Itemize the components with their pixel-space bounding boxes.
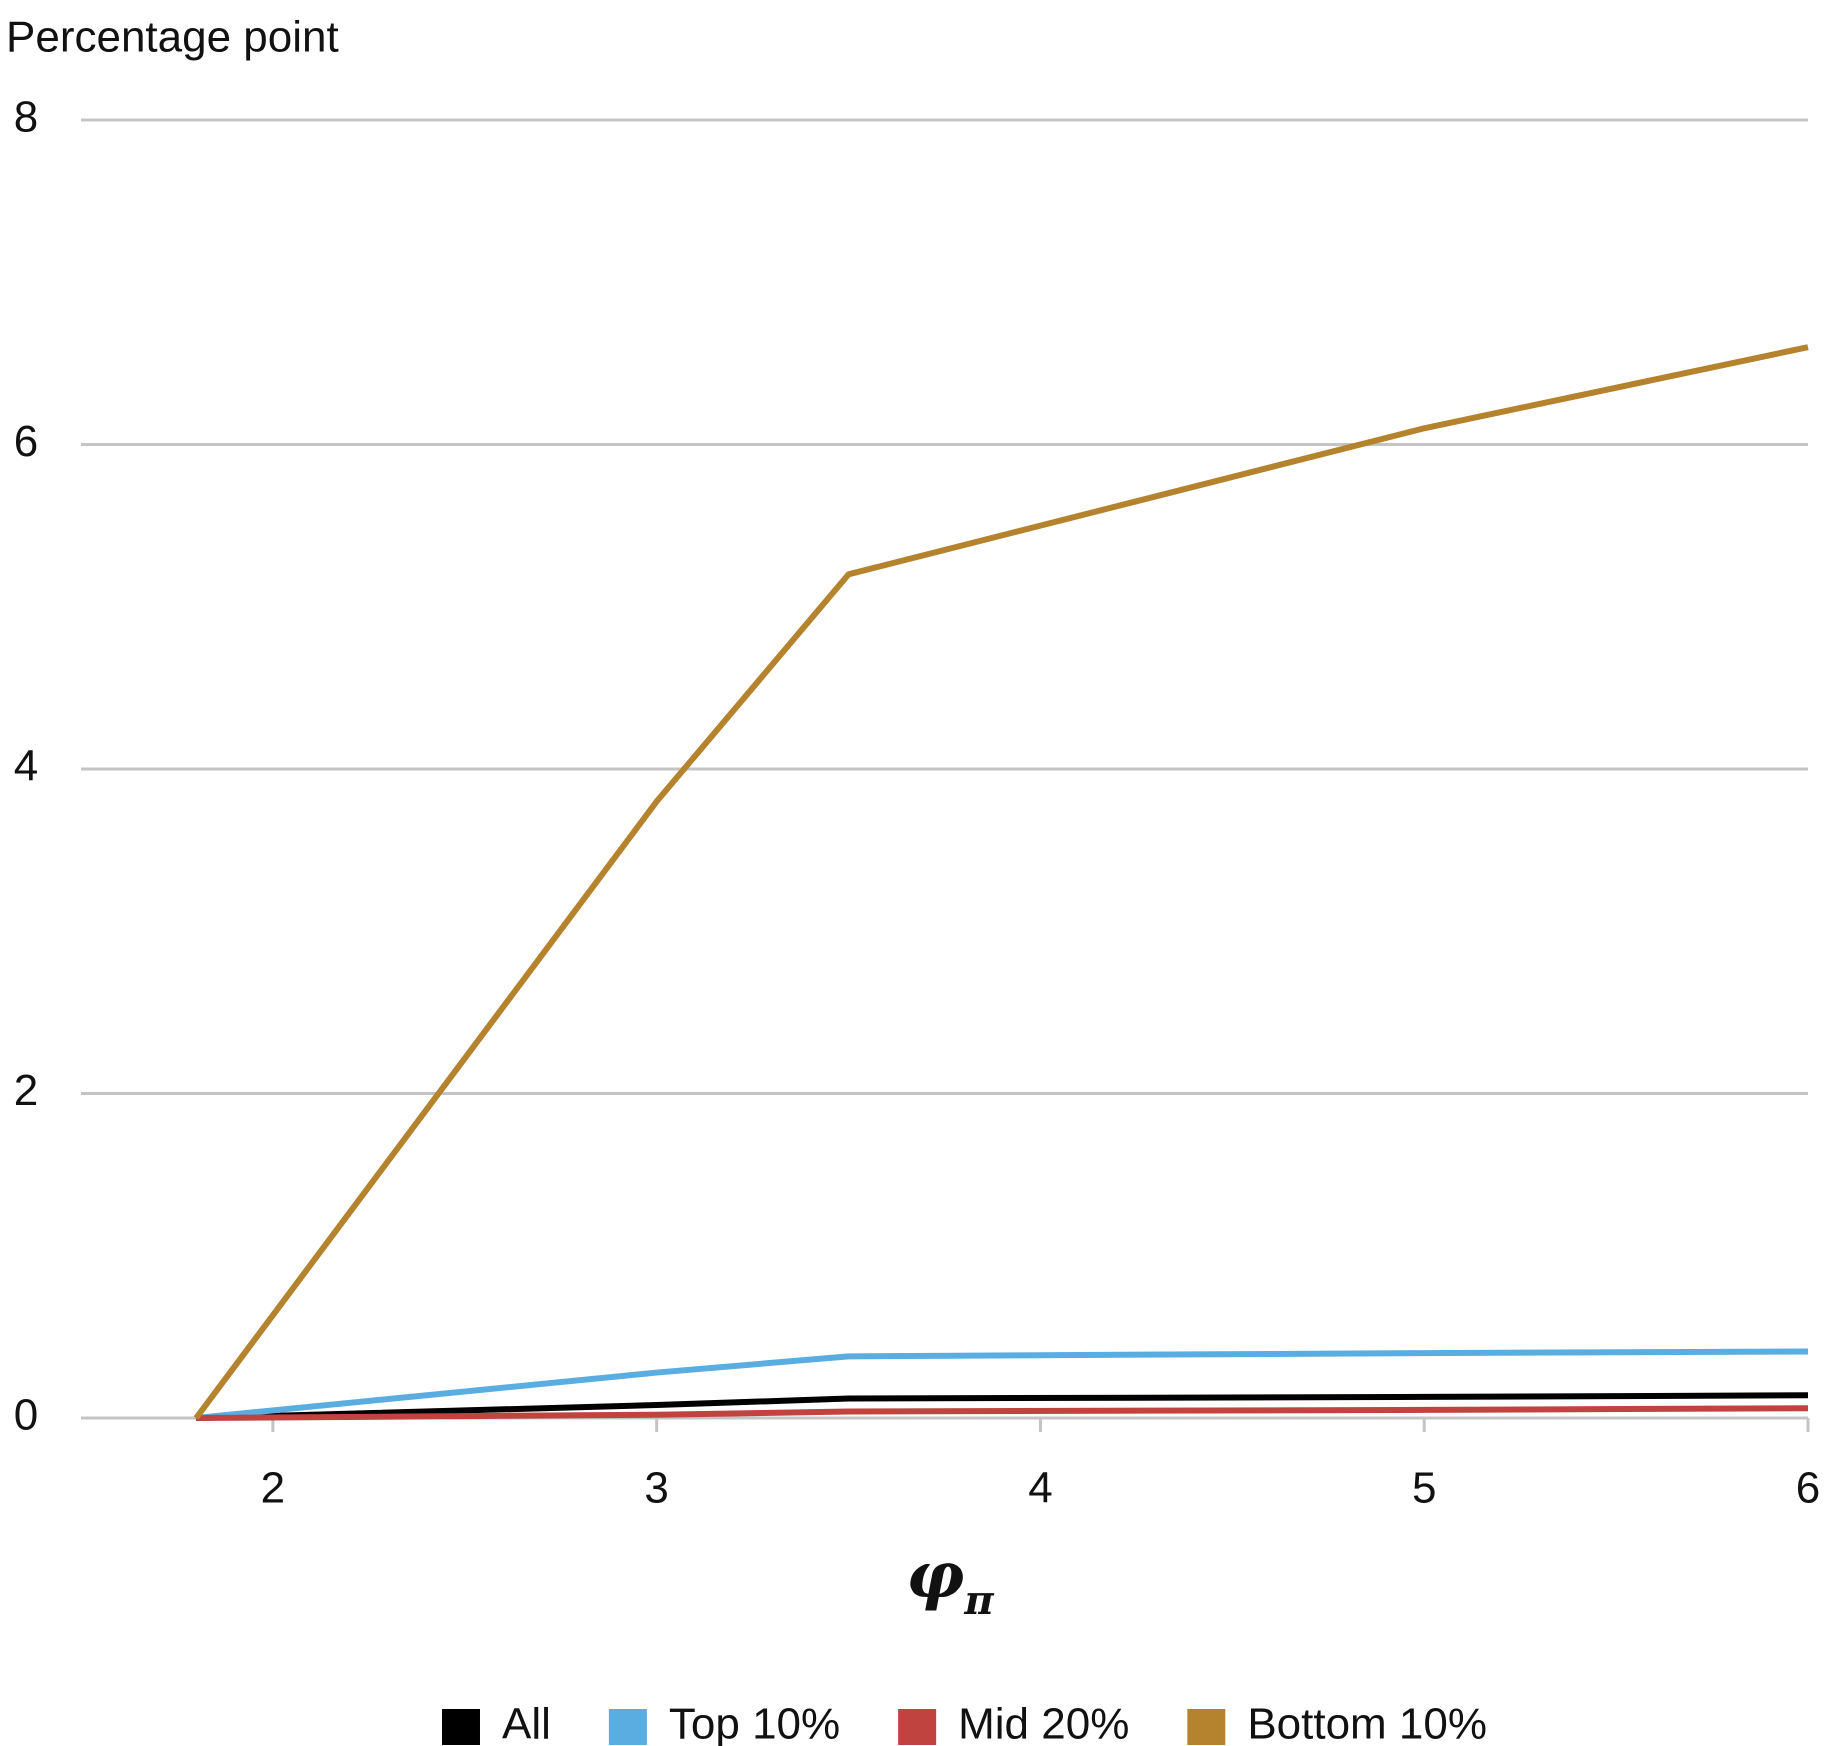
x-axis-subscript: π	[963, 1577, 994, 1624]
x-tick-label: 5	[1412, 1464, 1436, 1513]
y-tick-label: 0	[14, 1391, 38, 1440]
y-tick-label: 6	[14, 417, 38, 466]
x-tick-label: 2	[261, 1464, 285, 1513]
x-axis-symbol: φ	[906, 1538, 964, 1613]
series-line	[196, 1405, 1809, 1421]
legend-label: Top 10%	[669, 1700, 840, 1746]
y-tick-label: 4	[14, 742, 38, 791]
x-tick-label: 6	[1796, 1464, 1820, 1513]
legend-swatch	[1187, 1709, 1226, 1745]
legend-label: Mid 20%	[958, 1700, 1129, 1746]
series-line	[193, 344, 1809, 1420]
x-axis-label: φπ	[906, 1538, 994, 1625]
legend-label: All	[502, 1700, 551, 1746]
series-line	[196, 1392, 1809, 1421]
legend-swatch	[608, 1709, 647, 1745]
series-line	[195, 1348, 1809, 1421]
y-tick-label: 2	[14, 1066, 38, 1115]
x-tick-label: 3	[644, 1464, 668, 1513]
x-tick-label: 4	[1028, 1464, 1052, 1513]
legend-swatch	[441, 1709, 480, 1745]
y-axis-label: Percentage point	[6, 13, 339, 62]
legend: All Top 10% Mid 20% Bottom 10%	[441, 1700, 1487, 1746]
legend-swatch	[898, 1709, 937, 1745]
legend-label: Bottom 10%	[1247, 1700, 1487, 1746]
y-tick-label: 8	[14, 93, 38, 142]
